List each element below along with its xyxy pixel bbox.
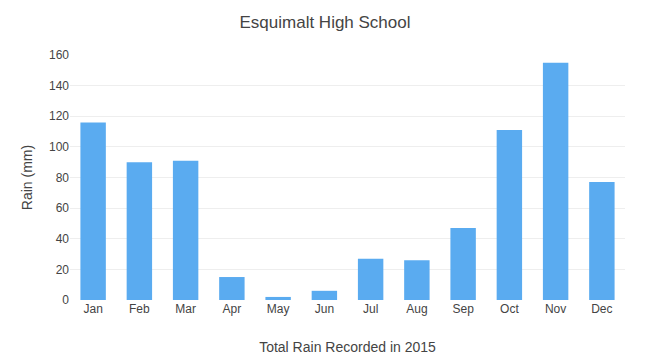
svg-text:0: 0 [62,293,69,307]
svg-text:140: 140 [49,79,69,93]
svg-text:20: 20 [56,263,70,277]
svg-text:Jun: Jun [315,302,334,316]
svg-text:60: 60 [56,201,70,215]
svg-text:Dec: Dec [591,302,612,316]
svg-text:160: 160 [49,48,69,62]
svg-text:Feb: Feb [129,302,150,316]
svg-text:Sep: Sep [452,302,474,316]
svg-text:Total Rain Recorded in 2015: Total Rain Recorded in 2015 [259,339,436,355]
svg-text:Jul: Jul [363,302,378,316]
svg-text:Oct: Oct [500,302,519,316]
svg-text:120: 120 [49,109,69,123]
svg-text:40: 40 [56,232,70,246]
svg-text:May: May [267,302,290,316]
svg-text:Jan: Jan [83,302,102,316]
svg-text:Rain (mm): Rain (mm) [19,145,35,210]
svg-text:Apr: Apr [223,302,242,316]
svg-text:Mar: Mar [175,302,196,316]
svg-text:Nov: Nov [545,302,566,316]
svg-text:100: 100 [49,140,69,154]
svg-text:Esquimalt High School: Esquimalt High School [239,13,410,32]
svg-text:80: 80 [56,171,70,185]
svg-text:Aug: Aug [406,302,427,316]
